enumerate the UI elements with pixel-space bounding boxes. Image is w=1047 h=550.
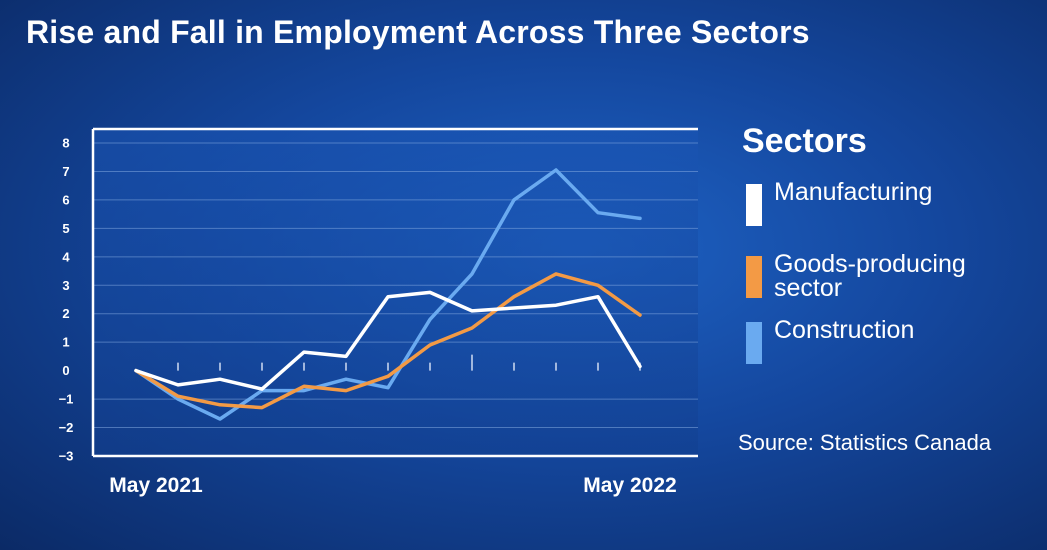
y-tick-label: −2	[59, 420, 74, 435]
legend-label-construction: Construction	[774, 316, 915, 344]
y-tick-label: 0	[62, 363, 69, 378]
source-note: Source: Statistics Canada	[738, 430, 992, 455]
x-tick-label-start: May 2021	[109, 474, 203, 497]
y-tick-label: 8	[62, 136, 69, 151]
y-tick-label: 4	[62, 249, 70, 264]
y-tick-label: 6	[62, 192, 69, 207]
series-line-manufacturing	[134, 290, 642, 391]
legend-swatch-construction	[746, 322, 762, 364]
y-tick-label: −1	[59, 392, 74, 407]
series-lines	[134, 168, 642, 421]
y-tick-label: 5	[62, 221, 69, 236]
x-tick-label-end: May 2022	[583, 474, 676, 497]
legend-label-manufacturing: Manufacturing	[774, 178, 933, 206]
legend-swatch-manufacturing	[746, 184, 762, 226]
y-tick-label: 1	[62, 335, 69, 350]
series-line-goods-producing	[134, 272, 642, 410]
y-tick-label: 7	[62, 164, 69, 179]
y-axis: 8 7 6 5 4 3 2 1 0 −1 −2 −3	[59, 136, 74, 464]
legend-swatch-goods-producing	[746, 256, 762, 298]
y-tick-label: 2	[62, 306, 69, 321]
legend-title: Sectors	[742, 122, 867, 160]
series-line-construction	[134, 168, 642, 421]
y-tick-label: −3	[59, 449, 74, 464]
y-tick-label: 3	[62, 278, 69, 293]
x-axis: May 2021 May 2022	[109, 354, 677, 497]
legend-label-goods-producing: Goods-producing sector	[774, 250, 966, 302]
chart-title: Rise and Fall in Employment Across Three…	[26, 14, 810, 50]
plot-area	[93, 129, 698, 456]
